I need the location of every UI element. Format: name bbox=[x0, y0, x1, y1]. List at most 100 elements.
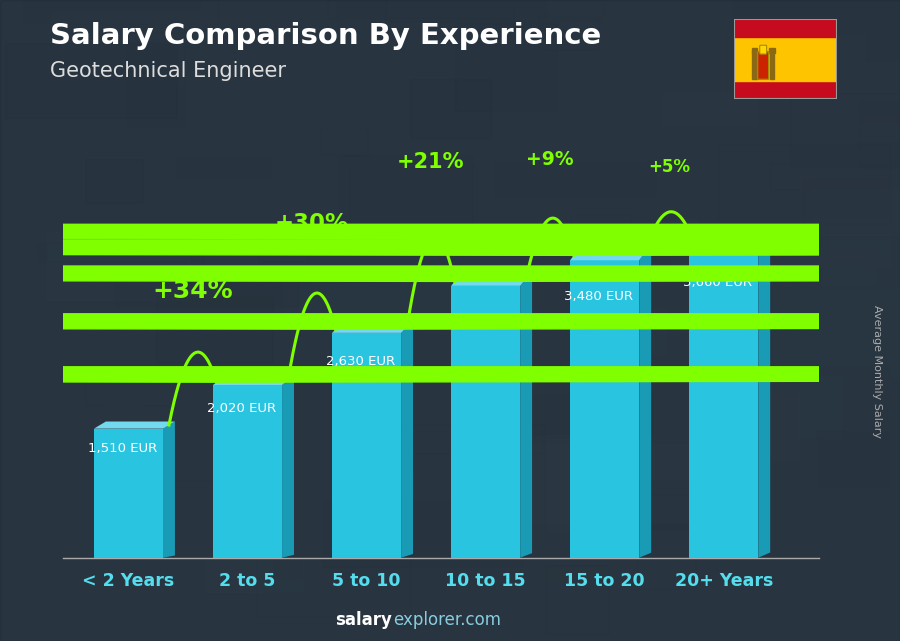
Polygon shape bbox=[0, 314, 900, 329]
Text: Geotechnical Engineer: Geotechnical Engineer bbox=[50, 61, 285, 81]
Bar bbox=[571, 214, 632, 297]
Bar bbox=[734, 37, 837, 81]
Polygon shape bbox=[163, 422, 175, 558]
Bar bbox=[772, 288, 900, 366]
Bar bbox=[202, 0, 248, 24]
Bar bbox=[94, 429, 163, 558]
Bar bbox=[570, 49, 760, 83]
Bar bbox=[752, 51, 757, 79]
Bar bbox=[475, 0, 533, 4]
Bar bbox=[810, 189, 900, 235]
Bar bbox=[274, 526, 442, 578]
Text: Average Monthly Salary: Average Monthly Salary bbox=[872, 305, 883, 438]
Bar bbox=[846, 0, 900, 29]
Bar bbox=[749, 472, 827, 505]
Bar bbox=[728, 32, 900, 122]
Bar bbox=[5, 43, 177, 119]
Bar bbox=[454, 23, 557, 112]
Bar bbox=[156, 296, 273, 363]
Bar bbox=[545, 565, 609, 635]
Bar bbox=[10, 312, 66, 340]
Bar bbox=[798, 115, 900, 141]
Bar bbox=[64, 165, 113, 229]
Text: salary: salary bbox=[335, 611, 392, 629]
Bar bbox=[52, 12, 205, 86]
Bar bbox=[108, 121, 290, 184]
Bar bbox=[464, 394, 652, 434]
Bar bbox=[140, 406, 284, 481]
Polygon shape bbox=[401, 320, 413, 558]
Bar bbox=[860, 102, 900, 168]
Bar bbox=[283, 277, 491, 315]
Text: Salary Comparison By Experience: Salary Comparison By Experience bbox=[50, 22, 601, 51]
Bar bbox=[726, 39, 829, 67]
Bar bbox=[718, 144, 890, 224]
Bar bbox=[127, 31, 185, 127]
Polygon shape bbox=[689, 228, 770, 245]
Bar bbox=[322, 499, 523, 567]
Polygon shape bbox=[639, 244, 651, 558]
Bar bbox=[732, 0, 900, 34]
Bar bbox=[803, 179, 900, 237]
Bar bbox=[817, 431, 888, 487]
Polygon shape bbox=[451, 271, 532, 286]
Bar bbox=[22, 0, 219, 24]
Bar bbox=[494, 161, 656, 197]
Bar bbox=[513, 483, 669, 579]
Text: +9%: +9% bbox=[526, 150, 573, 169]
Bar bbox=[736, 31, 782, 89]
Bar bbox=[338, 559, 487, 581]
Bar bbox=[31, 0, 122, 58]
Bar bbox=[108, 381, 322, 424]
Polygon shape bbox=[0, 224, 900, 240]
Bar bbox=[307, 481, 518, 569]
Bar bbox=[713, 78, 774, 135]
Bar bbox=[349, 167, 477, 229]
Bar bbox=[256, 560, 411, 617]
Polygon shape bbox=[213, 376, 294, 385]
Bar bbox=[471, 340, 520, 367]
Bar bbox=[451, 286, 520, 558]
Bar bbox=[892, 297, 900, 376]
Polygon shape bbox=[282, 376, 294, 558]
Bar bbox=[735, 247, 876, 285]
Bar bbox=[580, 480, 750, 529]
Text: +30%: +30% bbox=[274, 212, 349, 235]
Bar bbox=[733, 388, 799, 460]
Bar bbox=[85, 160, 143, 203]
Text: 1,510 EUR: 1,510 EUR bbox=[88, 442, 158, 454]
Bar bbox=[47, 232, 189, 301]
Bar bbox=[258, 240, 309, 262]
Bar bbox=[389, 424, 544, 454]
Bar bbox=[398, 44, 506, 72]
Bar bbox=[280, 364, 456, 433]
Bar bbox=[689, 245, 759, 558]
Polygon shape bbox=[571, 244, 651, 260]
Bar bbox=[571, 260, 639, 558]
Text: 2,020 EUR: 2,020 EUR bbox=[207, 403, 276, 415]
Bar bbox=[176, 157, 271, 178]
Bar bbox=[338, 0, 514, 31]
Polygon shape bbox=[0, 266, 900, 281]
Bar bbox=[671, 219, 889, 267]
Bar bbox=[662, 93, 757, 126]
Bar bbox=[752, 49, 757, 53]
Text: +5%: +5% bbox=[648, 158, 690, 176]
Bar bbox=[547, 440, 604, 531]
Bar bbox=[292, 78, 454, 163]
Bar bbox=[556, 503, 617, 576]
Polygon shape bbox=[759, 228, 770, 558]
Text: +21%: +21% bbox=[397, 152, 464, 172]
Bar bbox=[338, 154, 472, 240]
Polygon shape bbox=[520, 271, 532, 558]
FancyBboxPatch shape bbox=[760, 46, 767, 54]
Bar bbox=[332, 333, 401, 558]
Bar bbox=[37, 242, 203, 262]
Bar bbox=[865, 36, 900, 61]
Bar bbox=[770, 163, 900, 190]
Bar bbox=[114, 271, 298, 306]
Bar bbox=[320, 127, 368, 155]
Text: 2,630 EUR: 2,630 EUR bbox=[326, 355, 395, 369]
Text: 3,180 EUR: 3,180 EUR bbox=[446, 313, 514, 326]
Bar bbox=[569, 309, 666, 354]
